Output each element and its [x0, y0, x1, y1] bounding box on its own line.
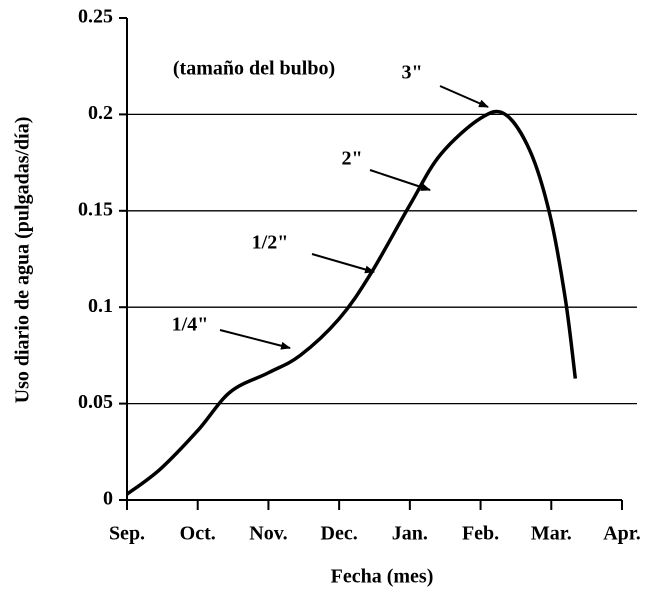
- arrow: [439, 85, 489, 108]
- y-axis-label: Uso diario de agua (pulgadas/día): [12, 117, 34, 404]
- arrow: [219, 329, 291, 350]
- x-tick-label: Jan.: [392, 523, 428, 545]
- annotation: 3": [401, 62, 422, 84]
- y-tick-label: 0.05: [78, 391, 113, 413]
- x-tick-label: Feb.: [462, 523, 499, 545]
- y-tick-label: 0: [103, 488, 113, 510]
- annotation: 2": [341, 148, 362, 170]
- annotation: (tamaño del bulbo): [173, 58, 335, 80]
- line: [125, 109, 578, 496]
- x-tick-label: Sep.: [109, 523, 145, 545]
- arrow: [311, 253, 375, 274]
- x-tick-label: Mar.: [531, 523, 572, 545]
- x-tick-label: Oct.: [180, 523, 216, 545]
- y-tick-label: 0.25: [78, 6, 113, 28]
- x-axis-label: Fecha (mes): [331, 566, 434, 588]
- x-tick-label: Dec.: [321, 523, 358, 545]
- annotation-arrows: [219, 85, 489, 350]
- y-tick-label: 0.1: [88, 295, 113, 317]
- x-tick-label: Apr.: [603, 523, 641, 545]
- y-tick-label: 0.2: [88, 102, 113, 124]
- y-tick-label: 0.15: [78, 198, 113, 220]
- annotation: 1/4": [172, 314, 209, 336]
- x-tick-label: Nov.: [249, 523, 287, 545]
- annotation: 1/2": [252, 232, 289, 254]
